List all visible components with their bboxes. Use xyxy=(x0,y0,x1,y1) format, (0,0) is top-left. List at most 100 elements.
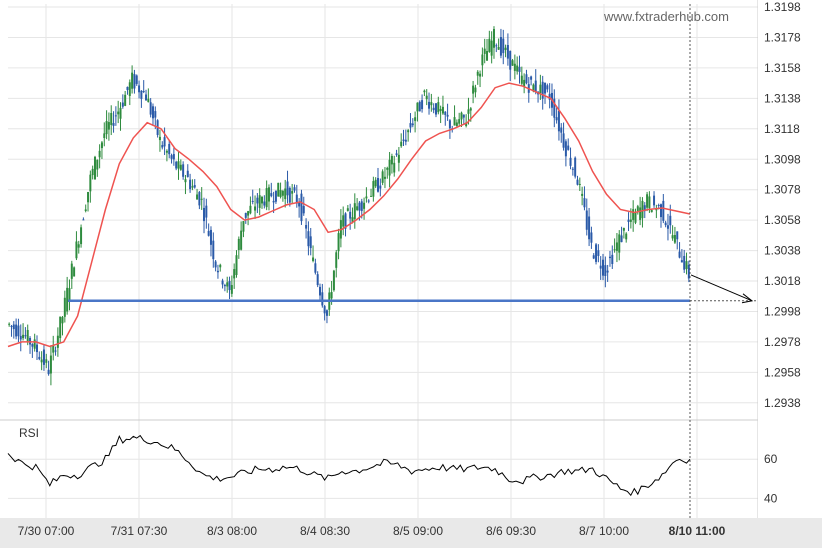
candle-body xyxy=(393,162,396,173)
candle-body xyxy=(45,359,48,363)
candle-body xyxy=(184,179,187,183)
candle-body xyxy=(47,369,50,375)
candle-body xyxy=(643,205,646,212)
candle-body xyxy=(121,102,124,107)
candle-body xyxy=(161,145,164,148)
candle-body xyxy=(221,280,224,285)
candle-body xyxy=(279,190,282,197)
candle-body xyxy=(676,231,679,240)
candle-body xyxy=(35,344,38,353)
candle-body xyxy=(281,190,284,196)
candle-body xyxy=(620,235,623,243)
candle-body xyxy=(186,170,189,177)
candle-body xyxy=(89,174,92,192)
candle-body xyxy=(342,215,345,227)
candle-body xyxy=(15,324,18,337)
candle-body xyxy=(237,238,240,251)
candle-body xyxy=(683,255,686,270)
candle-body xyxy=(618,234,621,253)
candle-body xyxy=(671,235,674,239)
candle-body xyxy=(54,350,57,352)
candle-body xyxy=(249,205,252,214)
candle-body xyxy=(272,200,275,203)
price-tick-label: 1.3098 xyxy=(764,152,801,166)
candle-body xyxy=(302,206,305,214)
candle-body xyxy=(216,270,219,273)
candle-body xyxy=(203,207,206,222)
candle-body xyxy=(678,251,681,258)
candle-body xyxy=(154,111,157,118)
candle-body xyxy=(214,261,217,268)
candle-body xyxy=(370,195,373,197)
candle-body xyxy=(42,349,45,365)
candle-body xyxy=(458,119,461,124)
candle-body xyxy=(261,196,264,204)
candle-body xyxy=(145,94,148,101)
candle-body xyxy=(267,187,270,202)
candle-body xyxy=(247,211,250,216)
candle-body xyxy=(307,231,310,247)
rsi-axis: 60 40 xyxy=(764,452,778,505)
candle-body xyxy=(411,123,414,126)
candle-body xyxy=(497,46,500,50)
candle-body xyxy=(546,85,549,90)
candle-body xyxy=(207,230,210,236)
candle-body xyxy=(163,137,166,147)
candle-body xyxy=(516,65,519,72)
candle-body xyxy=(244,212,247,218)
candle-body xyxy=(24,335,27,337)
candle-body xyxy=(277,182,280,197)
candle-body xyxy=(462,114,465,118)
candle-body xyxy=(114,115,117,117)
candle-body xyxy=(518,66,521,72)
candle-body xyxy=(56,335,59,348)
candle-body xyxy=(544,82,547,94)
price-tick-label: 1.2938 xyxy=(764,396,801,410)
candle-body xyxy=(685,261,688,269)
candle-body xyxy=(110,113,113,125)
candle-body xyxy=(666,225,669,229)
candle-body xyxy=(291,191,294,194)
candle-body xyxy=(430,102,433,106)
candle-body xyxy=(599,265,602,269)
candle-body xyxy=(423,90,426,93)
candle-body xyxy=(219,264,222,268)
candle-body xyxy=(615,242,618,251)
candle-body xyxy=(597,250,600,256)
candle-body xyxy=(293,187,296,191)
candle-body xyxy=(495,45,498,47)
candle-body xyxy=(402,139,405,141)
candle-body xyxy=(432,107,435,111)
time-tick-label: 8/3 08:00 xyxy=(207,524,257,538)
candle-body xyxy=(117,111,120,115)
time-tick-label: 7/31 07:30 xyxy=(111,524,168,538)
candle-body xyxy=(49,355,52,374)
candle-body xyxy=(140,90,143,99)
watermark: www.fxtraderhub.com xyxy=(603,9,729,24)
candle-body xyxy=(168,143,171,155)
candle-body xyxy=(465,122,468,127)
price-tick-label: 1.3198 xyxy=(764,0,801,14)
candle-body xyxy=(680,260,683,263)
candle-body xyxy=(416,102,419,112)
candle-body xyxy=(179,164,182,170)
candle-body xyxy=(93,156,96,180)
candle-body xyxy=(242,221,245,232)
candle-body xyxy=(476,71,479,76)
candle-body xyxy=(622,228,625,231)
candle-body xyxy=(209,229,212,245)
candle-body xyxy=(312,257,315,261)
candle-body xyxy=(365,196,368,199)
candle-body xyxy=(386,167,389,170)
candle-body xyxy=(374,179,377,187)
candle-body xyxy=(335,252,338,268)
price-tick-label: 1.3078 xyxy=(764,183,801,197)
candle-body xyxy=(124,94,127,106)
candle-body xyxy=(138,85,141,93)
candle-body xyxy=(31,344,34,347)
candle-body xyxy=(404,139,407,142)
rsi-tick-label: 60 xyxy=(764,452,778,466)
candle-body xyxy=(486,51,489,61)
candle-body xyxy=(158,136,161,141)
candle-body xyxy=(182,164,185,177)
